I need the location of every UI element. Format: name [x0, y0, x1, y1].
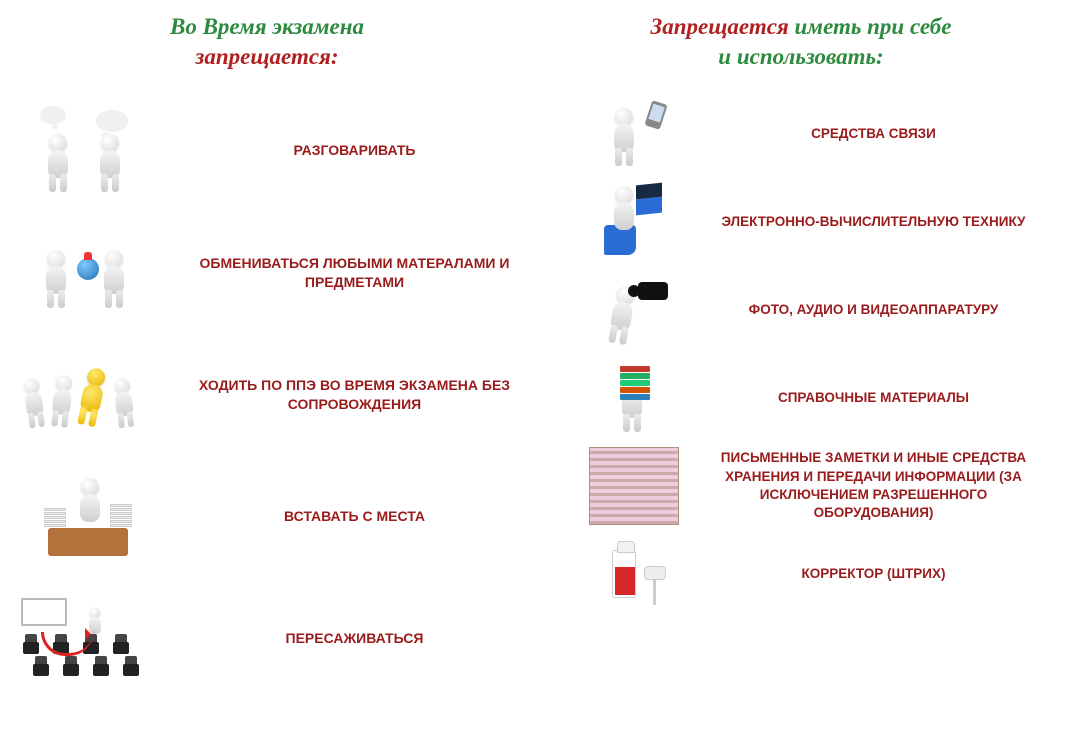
item-label: СПРАВОЧНЫЕ МАТЕРИАЛЫ [694, 389, 1068, 407]
list-item: КОРРЕКТОР (ШТРИХ) [534, 530, 1068, 618]
list-item: ХОДИТЬ ПО ППЭ ВО ВРЕМЯ ЭКЗАМЕНА БЕЗ СОПР… [0, 334, 534, 456]
right-column: Запрещается иметь при себе и использоват… [534, 0, 1068, 729]
list-item: ОБМЕНИВАТЬСЯ ЛЮБЫМИ МАТЕРАЛАМИ И ПРЕДМЕТ… [0, 212, 534, 334]
list-item: ФОТО, АУДИО И ВИДЕОАППАРАТУРУ [534, 266, 1068, 354]
right-rows: СРЕДСТВА СВЯЗИ ЭЛЕКТРОННО-ВЫЧИСЛИТЕЛЬНУЮ… [534, 90, 1068, 618]
corrector-bottle-icon [534, 536, 694, 611]
list-item: ПЕРЕСАЖИВАТЬСЯ [0, 578, 534, 700]
cheat-sheet-icon [534, 447, 694, 525]
walking-group-icon [0, 350, 175, 440]
item-label: ХОДИТЬ ПО ППЭ ВО ВРЕМЯ ЭКЗАМЕНА БЕЗ СОПР… [175, 376, 534, 414]
exchange-gift-icon [0, 228, 175, 318]
left-rows: РАЗГОВАРИВАТЬ ОБМЕНИВАТЬСЯ ЛЮБЫМИ МАТЕРА… [0, 90, 534, 700]
talking-figures-icon [0, 106, 175, 196]
left-column: Во Время экзамена запрещается: РАЗГОВАРИ… [0, 0, 534, 729]
item-label: РАЗГОВАРИВАТЬ [175, 141, 534, 160]
left-title-line2: запрещается: [195, 44, 338, 69]
item-label: ПЕРЕСАЖИВАТЬСЯ [175, 629, 534, 648]
desk-papers-icon [0, 472, 175, 562]
item-label: ПИСЬМЕННЫЕ ЗАМЕТКИ И ИНЫЕ СРЕДСТВА ХРАНЕ… [694, 449, 1068, 522]
item-label: ВСТАВАТЬ С МЕСТА [175, 507, 534, 526]
books-figure-icon [534, 360, 694, 435]
left-title: Во Время экзамена запрещается: [150, 12, 384, 72]
list-item: ЭЛЕКТРОННО-ВЫЧИСЛИТЕЛЬНУЮ ТЕХНИКУ [534, 178, 1068, 266]
item-label: ФОТО, АУДИО И ВИДЕОАППАРАТУРУ [694, 301, 1068, 319]
right-title-red: Запрещается [651, 14, 789, 39]
list-item: ВСТАВАТЬ С МЕСТА [0, 456, 534, 578]
list-item: СПРАВОЧНЫЕ МАТЕРИАЛЫ [534, 354, 1068, 442]
item-label: ЭЛЕКТРОННО-ВЫЧИСЛИТЕЛЬНУЮ ТЕХНИКУ [694, 213, 1068, 231]
right-title: Запрещается иметь при себе и использоват… [631, 12, 972, 72]
classroom-swap-icon [0, 594, 175, 684]
laptop-figure-icon [534, 184, 694, 259]
item-label: ОБМЕНИВАТЬСЯ ЛЮБЫМИ МАТЕРАЛАМИ И ПРЕДМЕТ… [175, 254, 534, 292]
item-label: КОРРЕКТОР (ШТРИХ) [694, 565, 1068, 583]
list-item: СРЕДСТВА СВЯЗИ [534, 90, 1068, 178]
right-title-line2: и использовать: [718, 44, 883, 69]
left-title-line1: Во Время экзамена [170, 14, 364, 39]
phone-figure-icon [534, 96, 694, 171]
item-label: СРЕДСТВА СВЯЗИ [694, 125, 1068, 143]
right-title-green1: иметь при себе [789, 14, 952, 39]
list-item: РАЗГОВАРИВАТЬ [0, 90, 534, 212]
camera-figure-icon [534, 272, 694, 347]
list-item: ПИСЬМЕННЫЕ ЗАМЕТКИ И ИНЫЕ СРЕДСТВА ХРАНЕ… [534, 442, 1068, 530]
